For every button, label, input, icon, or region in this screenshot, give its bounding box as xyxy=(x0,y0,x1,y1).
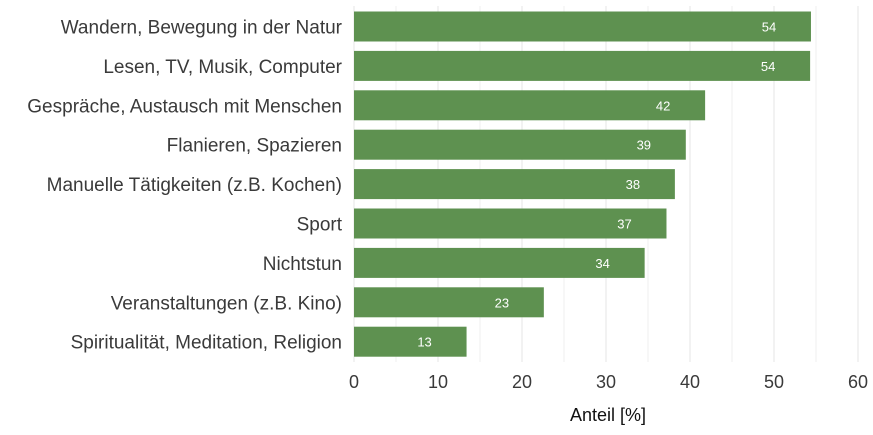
x-tick-label: 10 xyxy=(428,372,448,392)
category-label: Manuelle Tätigkeiten (z.B. Kochen) xyxy=(47,175,342,196)
bar xyxy=(354,208,667,239)
x-tick-labels: 0 10 20 30 40 50 60 xyxy=(349,372,868,392)
x-tick-label: 40 xyxy=(680,372,700,392)
category-label: Sport xyxy=(297,215,343,236)
data-label: 34 xyxy=(595,256,609,271)
x-axis-label: Anteil [%] xyxy=(570,405,646,425)
data-label: 54 xyxy=(762,20,776,35)
bar xyxy=(354,287,544,318)
bar xyxy=(354,247,645,278)
data-label: 42 xyxy=(656,98,670,113)
category-label: Veranstaltungen (z.B. Kino) xyxy=(111,293,342,314)
data-label: 38 xyxy=(626,177,640,192)
x-tick-label: 0 xyxy=(349,372,359,392)
x-tick-label: 50 xyxy=(764,372,784,392)
category-label: Wandern, Bewegung in der Natur xyxy=(61,18,343,39)
bar xyxy=(354,11,811,42)
x-tick-label: 30 xyxy=(596,372,616,392)
data-label: 54 xyxy=(761,59,775,74)
data-label: 13 xyxy=(417,335,431,350)
bar xyxy=(354,90,706,121)
category-labels: Wandern, Bewegung in der Natur Lesen, TV,… xyxy=(27,18,342,354)
bar xyxy=(354,326,467,357)
category-label: Lesen, TV, Musik, Computer xyxy=(103,57,342,78)
data-label: 37 xyxy=(617,217,631,232)
category-label: Spiritualität, Meditation, Religion xyxy=(71,333,342,354)
bar xyxy=(354,169,675,200)
x-tick-label: 20 xyxy=(512,372,532,392)
data-label: 23 xyxy=(495,295,509,310)
category-label: Nichtstun xyxy=(263,254,342,275)
data-label: 39 xyxy=(637,138,651,153)
bar xyxy=(354,50,811,81)
bar xyxy=(354,129,686,160)
x-tick-label: 60 xyxy=(848,372,868,392)
category-label: Gespräche, Austausch mit Menschen xyxy=(27,96,342,117)
bars: 54 54 42 39 38 37 34 23 13 xyxy=(354,11,811,357)
category-label: Flanieren, Spazieren xyxy=(167,136,342,157)
